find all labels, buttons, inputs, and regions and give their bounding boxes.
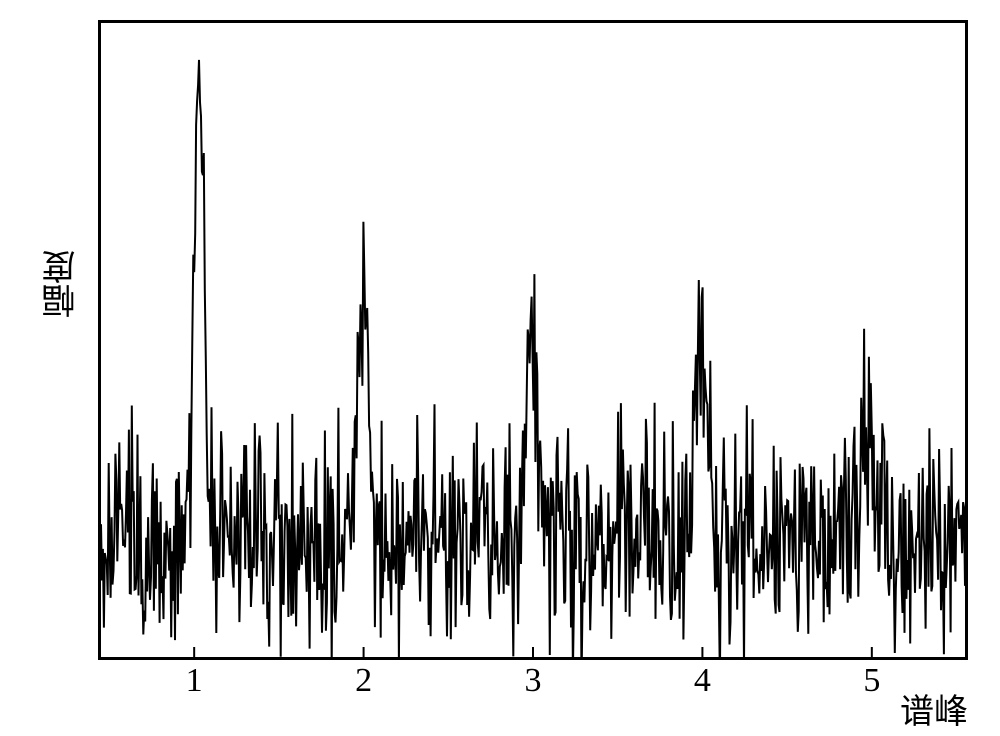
x-axis-label: 谱峰 bbox=[900, 684, 968, 733]
spectrum-path bbox=[101, 60, 965, 657]
figure-container: 幅度 1 2 3 4 5 谱峰 bbox=[0, 0, 1000, 736]
x-tick-5: 5 bbox=[863, 662, 880, 700]
x-tick-4: 4 bbox=[694, 662, 711, 700]
x-tick-3: 3 bbox=[525, 662, 542, 700]
spectrum-line bbox=[101, 23, 965, 657]
x-tick-2: 2 bbox=[355, 662, 372, 700]
y-axis-label: 幅度 bbox=[38, 250, 87, 318]
plot-area bbox=[98, 20, 968, 660]
x-tick-1: 1 bbox=[186, 662, 203, 700]
